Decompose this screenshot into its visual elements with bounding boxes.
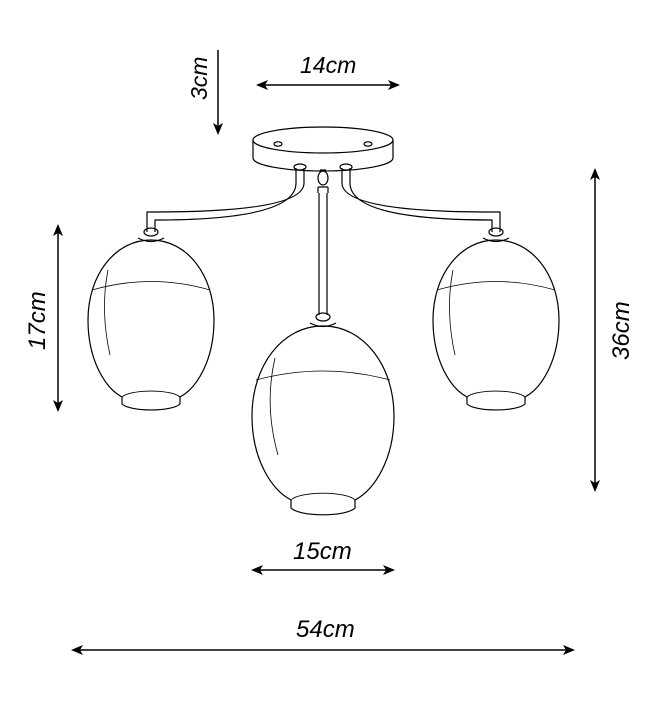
left-shade xyxy=(88,240,214,410)
label-shade-width: 15cm xyxy=(293,538,352,566)
label-total-height: 36cm xyxy=(608,301,636,360)
center-stem xyxy=(310,170,336,327)
technical-diagram: 3cm 14cm 17cm 36cm 15cm 54cm xyxy=(0,0,667,705)
label-plate-diameter: 14cm xyxy=(300,52,356,79)
label-total-width: 54cm xyxy=(296,616,355,644)
right-arm xyxy=(340,164,509,242)
left-arm xyxy=(138,164,306,242)
center-shade xyxy=(252,326,394,515)
drawing-svg xyxy=(0,0,667,705)
label-shade-height: 17cm xyxy=(24,291,52,350)
right-shade xyxy=(433,240,559,410)
ceiling-plate xyxy=(253,127,393,171)
label-plate-height: 3cm xyxy=(186,57,213,100)
lamp-fixture xyxy=(88,127,559,515)
